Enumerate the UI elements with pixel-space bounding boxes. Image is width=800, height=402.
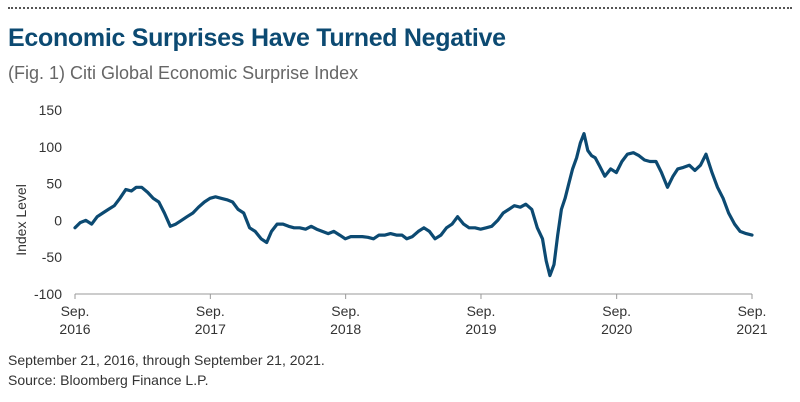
- x-tick-label: 2017: [195, 321, 226, 337]
- y-tick-label: -50: [42, 249, 62, 265]
- x-tick-label: 2021: [736, 321, 767, 337]
- top-divider: [8, 7, 792, 9]
- series-line: [73, 132, 754, 278]
- x-tick-label: 2019: [465, 321, 496, 337]
- source-note: Source: Bloomberg Finance L.P.: [8, 372, 209, 388]
- chart-title: Economic Surprises Have Turned Negative: [8, 24, 506, 52]
- x-tick-label: Sep.: [602, 303, 631, 319]
- x-tick-label: 2020: [601, 321, 632, 337]
- x-tick-label: Sep.: [738, 303, 767, 319]
- y-tick-label: 100: [39, 139, 63, 155]
- x-tick-label: Sep.: [196, 303, 225, 319]
- y-axis-label-group: Index Level: [13, 184, 29, 256]
- y-axis-ticks: 150 100 50 0 -50 -100: [34, 102, 62, 302]
- y-axis-label: Index Level: [13, 184, 29, 256]
- x-tick-label: Sep.: [61, 303, 90, 319]
- y-tick-label: 150: [39, 102, 63, 118]
- date-range-note: September 21, 2016, through September 21…: [8, 352, 325, 368]
- y-tick-label: -100: [34, 286, 62, 302]
- x-tick-label: Sep.: [331, 303, 360, 319]
- x-axis-ticks: Sep. 2016 Sep. 2017 Sep. 2018 Sep. 2019 Sep. 2020…: [59, 294, 768, 337]
- y-tick-label: 50: [46, 176, 62, 192]
- x-tick-label: 2018: [330, 321, 361, 337]
- y-tick-label: 0: [54, 212, 62, 228]
- x-tick-label: 2016: [59, 321, 90, 337]
- x-tick-label: Sep.: [467, 303, 496, 319]
- chart-subtitle: (Fig. 1) Citi Global Economic Surprise I…: [8, 63, 359, 83]
